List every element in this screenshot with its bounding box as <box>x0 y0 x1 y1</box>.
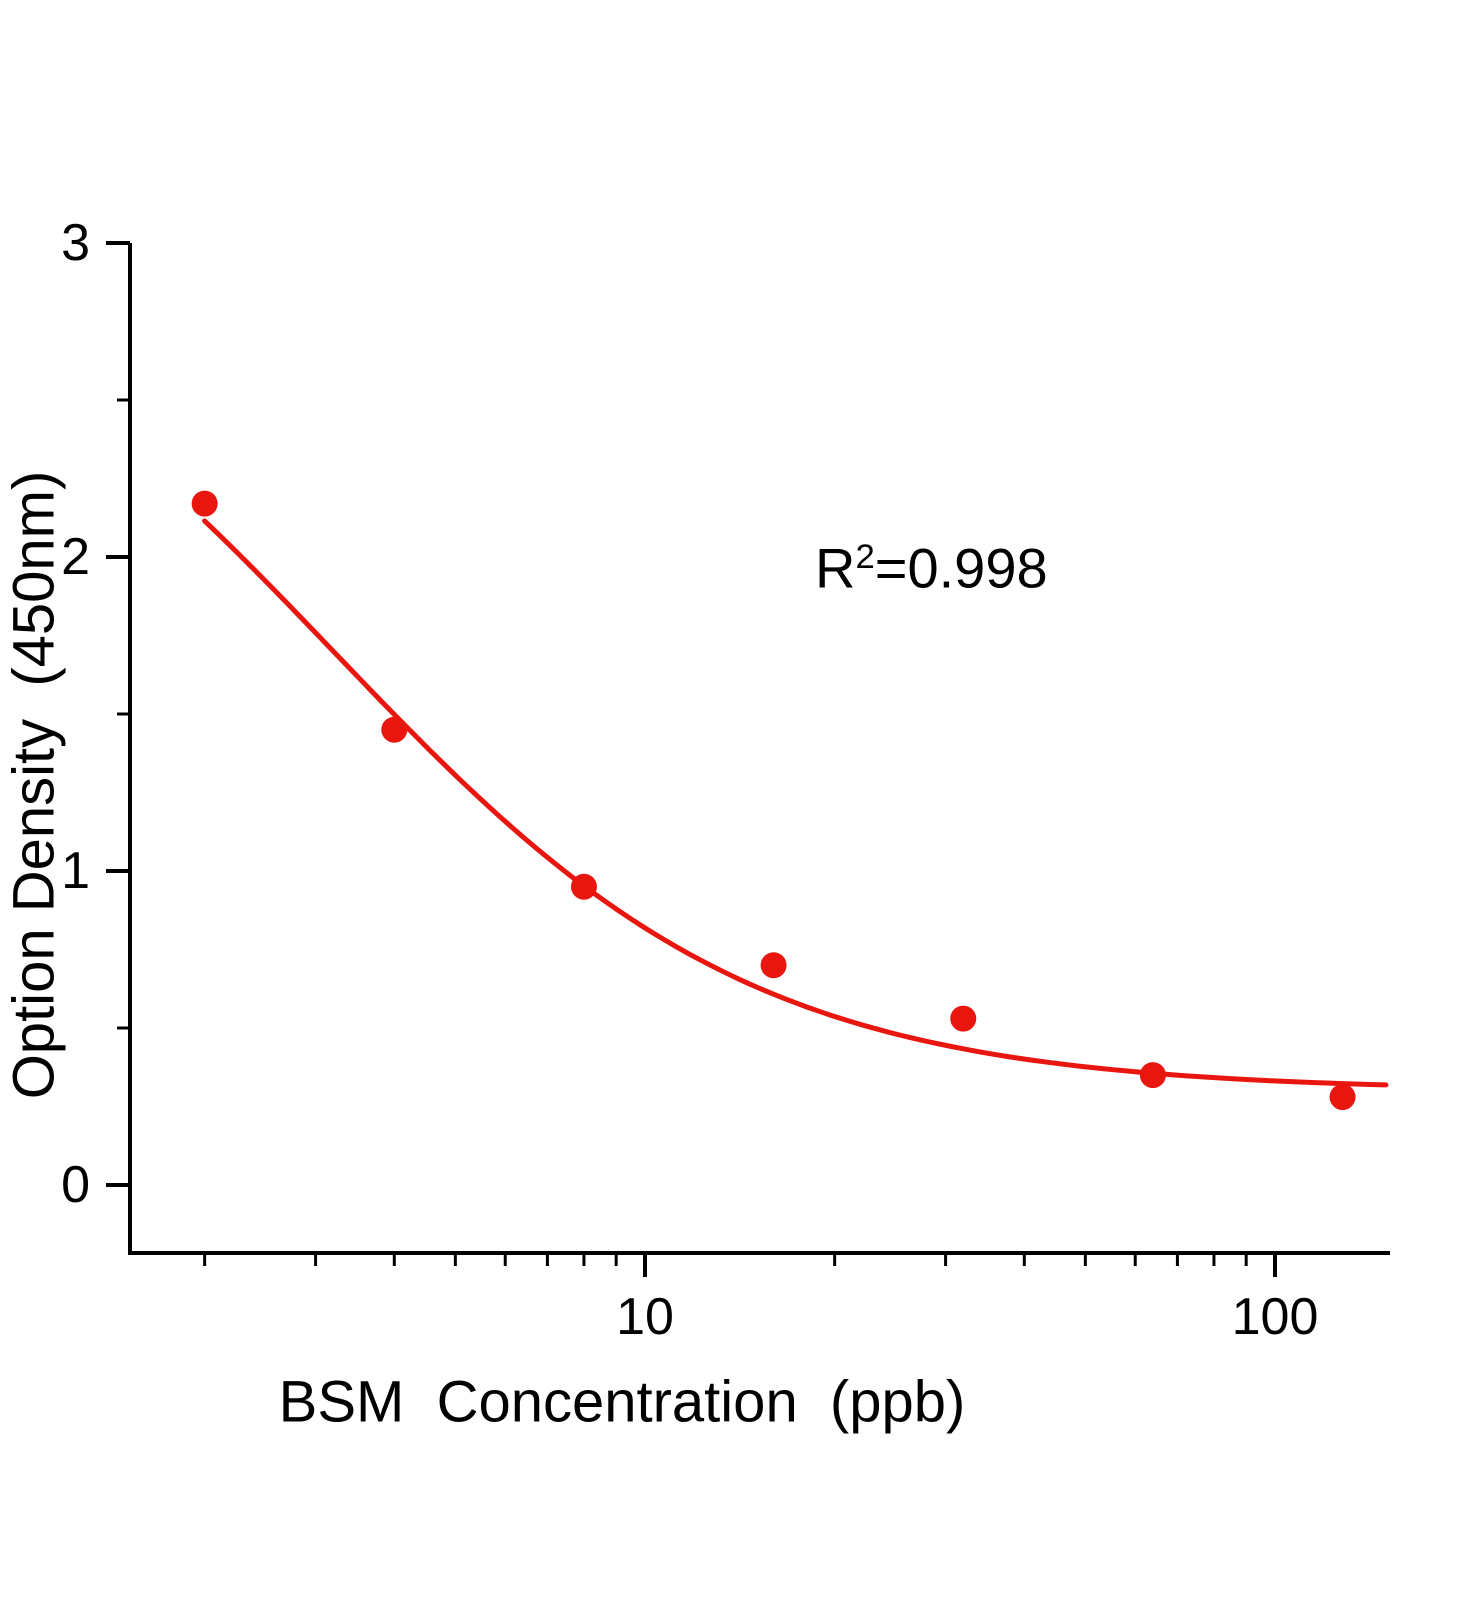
y-tick-label: 2 <box>61 528 90 586</box>
y-tick-label: 1 <box>61 842 90 900</box>
fit-curve <box>202 518 1389 1088</box>
data-point <box>570 873 597 900</box>
axes-lines <box>128 243 1390 1255</box>
data-point <box>1139 1062 1166 1089</box>
y-tick-label: 0 <box>61 1156 90 1214</box>
r-squared-base: R <box>815 536 856 600</box>
data-point <box>381 716 408 743</box>
x-tick-label: 10 <box>616 1288 674 1346</box>
r-squared-value: =0.998 <box>874 536 1048 600</box>
data-point <box>950 1005 977 1032</box>
y-axis-title: Option Density (450nm) <box>1 470 67 1100</box>
data-point <box>1329 1084 1356 1111</box>
x-tick-label: 100 <box>1232 1288 1319 1346</box>
x-axis-title: BSM Concentration (ppb) <box>278 1369 966 1435</box>
data-point <box>760 952 787 979</box>
r-squared-exponent: 2 <box>855 537 875 576</box>
r-squared-annotation: R2=0.998 <box>815 536 1048 601</box>
y-tick-label: 3 <box>61 214 90 272</box>
data-point <box>191 490 218 517</box>
